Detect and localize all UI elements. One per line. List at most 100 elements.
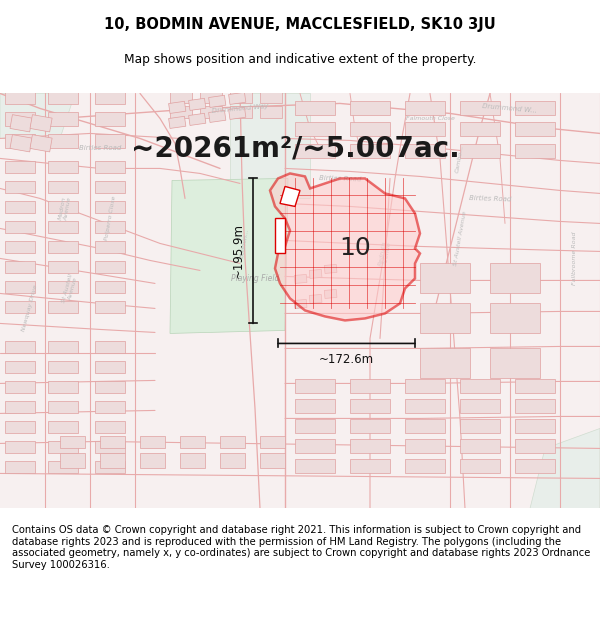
Bar bbox=[230, 106, 252, 119]
Bar bbox=[490, 303, 540, 334]
Bar bbox=[420, 349, 470, 378]
Polygon shape bbox=[270, 173, 420, 321]
Bar bbox=[10, 134, 32, 152]
Bar bbox=[229, 92, 246, 104]
Text: Drummond Way: Drummond Way bbox=[211, 103, 269, 114]
Bar bbox=[95, 301, 125, 314]
Bar bbox=[405, 399, 445, 414]
Bar bbox=[295, 122, 335, 136]
Bar bbox=[5, 441, 35, 454]
Text: Newquay Drive: Newquay Drive bbox=[22, 284, 38, 332]
Text: Cambo...: Cambo... bbox=[455, 144, 465, 172]
Bar bbox=[60, 454, 85, 469]
Bar bbox=[95, 281, 125, 294]
Bar bbox=[295, 419, 335, 434]
Bar bbox=[5, 281, 35, 294]
Bar bbox=[405, 419, 445, 434]
Bar bbox=[30, 114, 52, 132]
Bar bbox=[48, 241, 78, 254]
Bar bbox=[515, 459, 555, 474]
Bar bbox=[95, 134, 125, 148]
Bar bbox=[515, 379, 555, 394]
Bar bbox=[95, 241, 125, 254]
Bar bbox=[209, 110, 226, 123]
Bar bbox=[95, 181, 125, 194]
Polygon shape bbox=[170, 179, 288, 334]
Bar bbox=[405, 459, 445, 474]
Text: St Austell
Avenue: St Austell Avenue bbox=[61, 272, 79, 304]
Bar bbox=[5, 134, 35, 148]
Bar bbox=[48, 341, 78, 354]
Bar bbox=[200, 91, 222, 103]
Bar bbox=[48, 201, 78, 213]
Bar bbox=[220, 436, 245, 449]
Bar bbox=[460, 379, 500, 394]
Bar bbox=[188, 98, 206, 111]
Bar bbox=[170, 91, 192, 103]
Bar bbox=[48, 421, 78, 434]
Text: Birtles Road: Birtles Road bbox=[469, 195, 511, 202]
Bar bbox=[260, 106, 282, 119]
Bar bbox=[169, 101, 186, 114]
Bar bbox=[5, 461, 35, 474]
Bar bbox=[515, 399, 555, 414]
Bar bbox=[350, 439, 390, 454]
Bar bbox=[5, 401, 35, 414]
Bar bbox=[295, 101, 335, 116]
Bar bbox=[30, 134, 52, 152]
Bar bbox=[48, 134, 78, 148]
Bar bbox=[295, 459, 335, 474]
Bar bbox=[295, 144, 335, 158]
Bar bbox=[350, 419, 390, 434]
Text: Bodmin...: Bodmin... bbox=[240, 228, 250, 259]
Bar bbox=[48, 361, 78, 373]
Bar bbox=[48, 181, 78, 194]
Bar bbox=[48, 461, 78, 474]
Polygon shape bbox=[280, 186, 300, 206]
Bar bbox=[5, 241, 35, 254]
Bar bbox=[310, 269, 322, 279]
Bar bbox=[325, 289, 337, 298]
Bar bbox=[95, 361, 125, 373]
Bar bbox=[515, 419, 555, 434]
Bar bbox=[460, 399, 500, 414]
Bar bbox=[295, 399, 335, 414]
Bar bbox=[295, 379, 335, 394]
Bar bbox=[460, 439, 500, 454]
Bar bbox=[48, 381, 78, 394]
Bar bbox=[95, 461, 125, 474]
Bar bbox=[200, 106, 222, 119]
Bar bbox=[10, 114, 32, 132]
Bar bbox=[140, 454, 165, 469]
Text: Madron
Avenue: Madron Avenue bbox=[58, 196, 73, 221]
Bar bbox=[180, 454, 205, 469]
Text: Contains OS data © Crown copyright and database right 2021. This information is : Contains OS data © Crown copyright and d… bbox=[12, 525, 590, 570]
Bar bbox=[490, 264, 540, 294]
Bar bbox=[5, 301, 35, 314]
Bar bbox=[169, 116, 186, 129]
Bar bbox=[230, 91, 252, 103]
Bar bbox=[95, 201, 125, 213]
Bar bbox=[180, 436, 205, 449]
Bar bbox=[515, 144, 555, 158]
Bar bbox=[460, 419, 500, 434]
Bar bbox=[5, 421, 35, 434]
Bar bbox=[405, 122, 445, 136]
Text: Polperro Close: Polperro Close bbox=[104, 196, 116, 241]
Bar bbox=[405, 439, 445, 454]
Bar bbox=[350, 399, 390, 414]
Bar bbox=[95, 381, 125, 394]
Bar bbox=[350, 101, 390, 116]
Text: Drummond W...: Drummond W... bbox=[482, 103, 538, 114]
Bar bbox=[5, 161, 35, 173]
Bar bbox=[48, 112, 78, 126]
Bar bbox=[48, 221, 78, 233]
Bar bbox=[325, 264, 337, 274]
Bar bbox=[5, 341, 35, 354]
Bar bbox=[460, 459, 500, 474]
Bar bbox=[48, 91, 78, 104]
Bar bbox=[95, 441, 125, 454]
Bar bbox=[5, 181, 35, 194]
Bar bbox=[95, 112, 125, 126]
Polygon shape bbox=[230, 93, 310, 199]
